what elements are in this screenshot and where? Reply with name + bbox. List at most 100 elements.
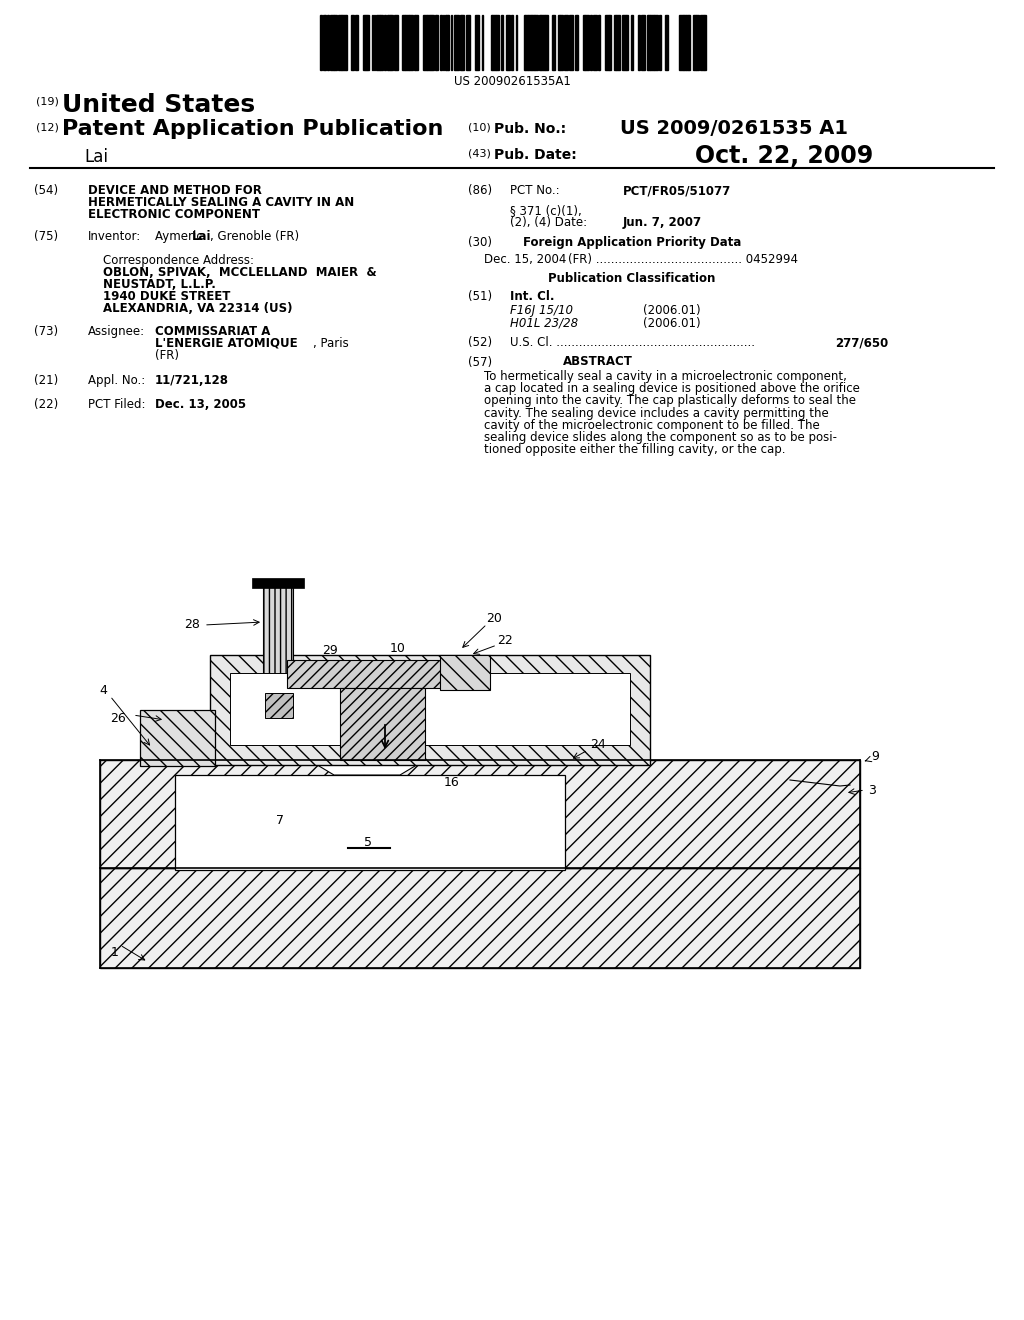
Bar [406,15,409,70]
Bar [569,15,573,70]
Text: NEUSTADT, L.L.P.: NEUSTADT, L.L.P. [103,279,216,290]
Bar [323,15,325,70]
Bar [319,15,322,70]
Bar [402,15,406,70]
Bar [585,15,589,70]
Bar [384,15,386,70]
Text: (57): (57) [468,356,493,370]
Bar [252,578,304,587]
Bar [541,15,545,70]
Text: 9: 9 [871,751,879,763]
Text: Foreign Application Priority Data: Foreign Application Priority Data [523,236,741,249]
Polygon shape [309,760,425,775]
Text: (2006.01): (2006.01) [643,304,700,317]
Bar [686,15,688,70]
Text: PCT Filed:: PCT Filed: [88,399,145,411]
Text: sealing device slides along the component so as to be posi-: sealing device slides along the componen… [484,432,837,444]
Text: 26: 26 [111,711,126,725]
Text: 20: 20 [486,611,502,624]
Bar [616,15,620,70]
Bar [641,15,645,70]
Bar [455,15,459,70]
Bar [609,15,611,70]
Text: 16: 16 [444,776,460,788]
Bar [436,15,438,70]
Bar [648,15,650,70]
Bar [564,15,568,70]
Text: opening into the cavity. The cap plastically deforms to seal the: opening into the cavity. The cap plastic… [484,395,856,408]
Text: Publication Classification: Publication Classification [548,272,716,285]
Bar [440,655,490,690]
Text: (52): (52) [468,337,493,348]
Bar [492,15,496,70]
Text: United States: United States [62,92,255,117]
Bar [440,15,442,70]
Bar [614,15,616,70]
Text: a cap located in a sealing device is positioned above the orifice: a cap located in a sealing device is pos… [484,383,860,395]
Text: 29: 29 [323,644,338,656]
Bar [362,15,365,70]
Bar [100,760,860,869]
Bar [665,15,668,70]
Bar [693,15,696,70]
Text: (FR) ....................................... 0452994: (FR) ...................................… [568,253,798,267]
Text: 5: 5 [364,837,372,850]
Text: Correspondence Address:: Correspondence Address: [103,253,254,267]
Bar [511,15,513,70]
Text: 7: 7 [276,813,284,826]
Text: DEVICE AND METHOD FOR: DEVICE AND METHOD FOR [88,183,262,197]
Bar [409,15,413,70]
Bar [423,15,427,70]
Bar [466,15,470,70]
Bar [351,15,354,70]
Bar [340,688,425,760]
Bar [654,15,658,70]
Bar [330,15,334,70]
Bar [388,15,390,70]
Text: cavity of the microelectronic component to be filled. The: cavity of the microelectronic component … [484,418,820,432]
Bar [175,775,565,870]
Bar [432,15,434,70]
Text: Oct. 22, 2009: Oct. 22, 2009 [695,144,873,168]
Text: Pub. Date:: Pub. Date: [494,148,577,162]
Text: 10: 10 [390,642,406,655]
Bar [230,673,630,744]
Bar [684,15,686,70]
Text: § 371 (c)(1),: § 371 (c)(1), [510,205,582,216]
Text: To hermetically seal a cavity in a microelectronic component,: To hermetically seal a cavity in a micro… [484,370,847,383]
Text: Assignee:: Assignee: [88,325,145,338]
Text: (86): (86) [468,183,493,197]
Text: 4: 4 [99,684,106,697]
Bar [528,15,531,70]
Text: 24: 24 [590,738,606,751]
Bar [525,15,528,70]
Bar [394,15,398,70]
Text: (2006.01): (2006.01) [643,317,700,330]
Text: L'ENERGIE ATOMIQUE: L'ENERGIE ATOMIQUE [155,337,298,350]
Bar [575,15,577,70]
Text: Appl. No.:: Appl. No.: [88,374,145,387]
Text: Dec. 15, 2004: Dec. 15, 2004 [484,253,566,267]
Bar [532,15,534,70]
Text: (22): (22) [34,399,58,411]
Bar [210,655,650,766]
Bar [560,15,563,70]
Text: F16J 15/10: F16J 15/10 [510,304,573,317]
Text: ALEXANDRIA, VA 22314 (US): ALEXANDRIA, VA 22314 (US) [103,302,293,315]
Text: (10): (10) [468,121,490,132]
Text: US 2009/0261535 A1: US 2009/0261535 A1 [620,119,848,139]
Bar [140,710,215,766]
Text: (19): (19) [36,96,58,106]
Text: 1940 DUKE STREET: 1940 DUKE STREET [103,290,230,304]
Text: cavity. The sealing device includes a cavity permitting the: cavity. The sealing device includes a ca… [484,407,828,420]
Bar [100,869,860,968]
Bar [391,15,393,70]
Text: 1: 1 [111,945,119,958]
Bar [496,15,499,70]
Bar [705,15,706,70]
Bar [263,582,293,711]
Text: (2), (4) Date:: (2), (4) Date: [510,216,587,228]
Text: ELECTRONIC COMPONENT: ELECTRONIC COMPONENT [88,209,260,220]
Text: Int. Cl.: Int. Cl. [510,290,555,304]
Text: Lai: Lai [84,148,108,166]
